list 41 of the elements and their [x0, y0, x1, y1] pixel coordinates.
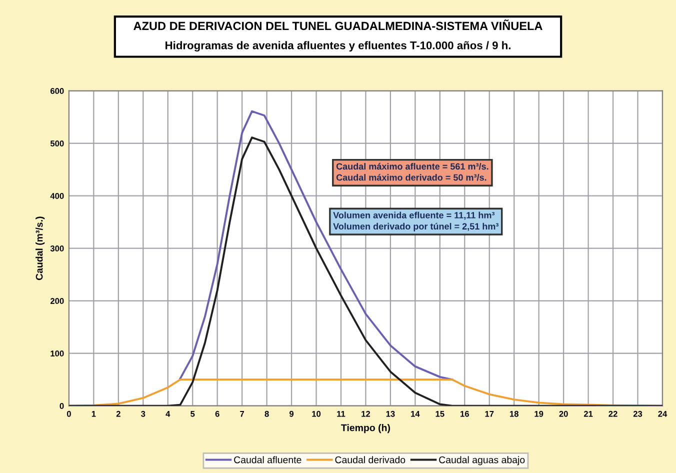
x-tick-label: 18	[510, 410, 518, 417]
y-tick-label: 200	[50, 298, 64, 304]
y-tick-label: 500	[50, 140, 64, 146]
y-tick-label: 400	[50, 193, 64, 199]
legend-label: Caudal derivado	[335, 456, 406, 464]
x-tick-label: 7	[240, 411, 244, 417]
x-tick-label: 17	[485, 411, 494, 417]
x-tick-label: 11	[337, 411, 346, 417]
y-tick-label: 0	[60, 403, 64, 409]
y-tick-label: 600	[50, 88, 64, 94]
chart-title: AZUD DE DERIVACION DEL TUNEL GUADALMEDINA-SISTEMA VIÑUELA	[134, 20, 542, 30]
x-tick-label: 23	[633, 410, 642, 417]
x-tick-label: 4	[166, 411, 170, 417]
x-tick-label: 1	[92, 411, 96, 417]
x-tick-label: 8	[264, 410, 269, 417]
x-tick-label: 6	[215, 410, 220, 417]
x-tick-label: 15	[436, 411, 444, 417]
x-tick-label: 20	[559, 410, 568, 417]
x-tick-label: 5	[190, 411, 195, 417]
y-tick-label: 300	[50, 246, 64, 252]
x-tick-label: 12	[362, 410, 370, 417]
annotation: Volumen avenida efluente = 11,11 hm³ Volumen derivado por túnel = 2,51 hm³	[333, 212, 499, 232]
y-tick-label: 100	[50, 350, 64, 356]
chart-subtitle: Hidrogramas de avenida afluentes y efluentes T-10.000 años / 9 h.	[166, 41, 510, 52]
annotation: Caudal máximo afluente = 561 m³/s. Caudal máximo derivado = 50 m³/s.	[336, 162, 488, 181]
x-tick-label: 0	[66, 410, 71, 417]
legend-label: Caudal aguas abajo	[439, 456, 525, 466]
x-axis-title: Tiempo (h)	[341, 424, 390, 434]
x-tick-label: 16	[460, 410, 469, 417]
x-tick-label: 9	[289, 410, 294, 417]
x-tick-label: 2	[116, 410, 120, 417]
x-tick-label: 3	[141, 410, 146, 417]
x-tick-label: 22	[608, 410, 618, 417]
legend-label: Caudal afluente	[234, 456, 302, 464]
x-tick-label: 24	[658, 410, 668, 417]
x-tick-label: 19	[534, 410, 544, 417]
x-tick-label: 21	[584, 410, 593, 417]
y-axis-title: Caudal (m³/s.)	[36, 216, 45, 280]
x-tick-label: 10	[312, 410, 321, 417]
x-tick-label: 14	[411, 411, 420, 417]
x-tick-label: 13	[386, 410, 395, 417]
